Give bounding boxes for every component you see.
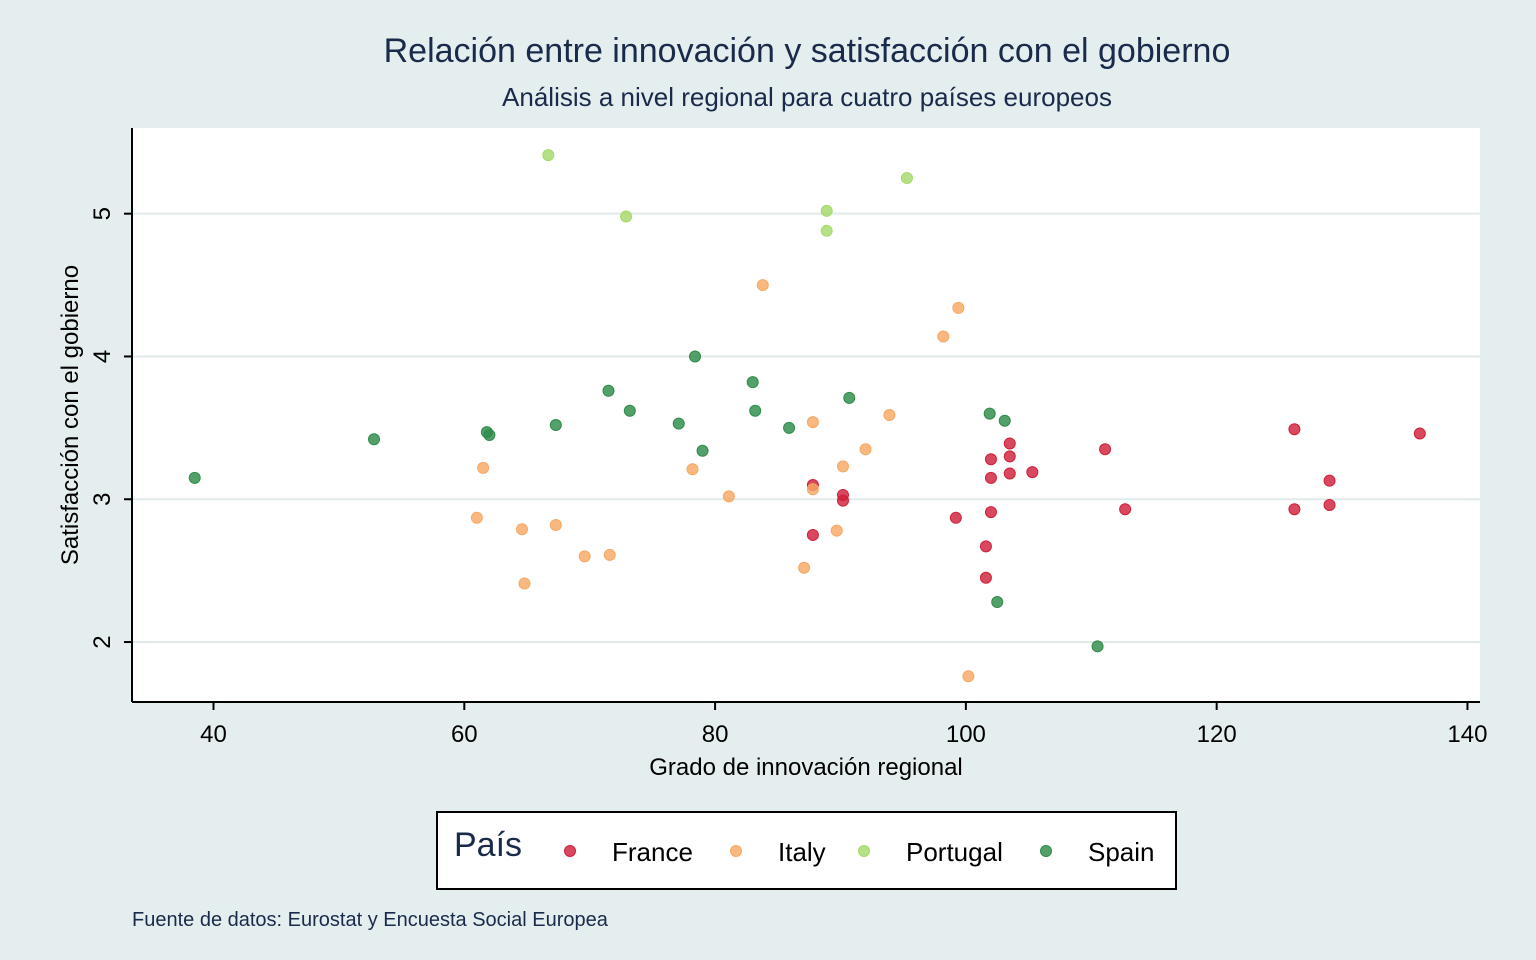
legend-title: País xyxy=(454,826,522,864)
series-france xyxy=(806,423,1426,584)
series-spain xyxy=(188,350,1104,653)
point-spain-5 xyxy=(602,384,615,397)
x-axis-label: Grado de innovación regional xyxy=(649,754,963,781)
y-axis-ticks: 2 3 4 5 xyxy=(89,207,132,649)
point-france-12 xyxy=(1003,467,1016,480)
legend-label-portugal: Portugal xyxy=(906,837,1003,867)
x-tick-label-0: 40 xyxy=(200,721,227,748)
point-italy-5 xyxy=(578,550,591,563)
point-italy-8 xyxy=(722,490,735,503)
point-italy-4 xyxy=(549,518,562,531)
y-axis-label: Satisfacción con el gobierno xyxy=(57,265,84,565)
point-italy-17 xyxy=(937,330,950,343)
y-tick-label-3: 5 xyxy=(89,207,116,220)
point-spain-16 xyxy=(998,414,1011,427)
point-spain-12 xyxy=(783,421,796,434)
x-tick-label-1: 60 xyxy=(451,721,478,748)
point-france-17 xyxy=(1288,503,1301,516)
point-spain-13 xyxy=(843,391,856,404)
point-italy-19 xyxy=(962,670,975,683)
point-france-6 xyxy=(979,571,992,584)
point-portugal-1 xyxy=(620,210,633,223)
series-portugal xyxy=(542,149,913,237)
legend-label-italy: Italy xyxy=(778,837,826,867)
point-france-20 xyxy=(1413,427,1426,440)
gridlines xyxy=(132,212,1480,644)
legend-box xyxy=(436,811,1177,890)
data-points xyxy=(188,149,1426,683)
point-italy-12 xyxy=(806,483,819,496)
point-france-8 xyxy=(984,471,997,484)
point-italy-3 xyxy=(518,577,531,590)
point-france-1 xyxy=(806,528,819,541)
point-france-16 xyxy=(1288,423,1301,436)
point-portugal-2 xyxy=(820,204,833,217)
point-italy-14 xyxy=(836,460,849,473)
point-spain-8 xyxy=(689,350,702,363)
point-italy-11 xyxy=(806,416,819,429)
point-spain-9 xyxy=(696,444,709,457)
point-italy-2 xyxy=(515,523,528,536)
point-italy-0 xyxy=(470,511,483,524)
legend-marker-italy xyxy=(730,845,742,857)
point-spain-14 xyxy=(983,407,996,420)
x-tick-label-2: 80 xyxy=(702,721,729,748)
point-france-19 xyxy=(1323,498,1336,511)
point-spain-11 xyxy=(749,404,762,417)
point-france-11 xyxy=(1003,450,1016,463)
legend-marker-portugal xyxy=(858,845,870,857)
x-tick-label-5: 140 xyxy=(1447,721,1487,748)
legend-label-france: France xyxy=(612,837,693,867)
legend-label-spain: Spain xyxy=(1088,837,1155,867)
x-axis-ticks: 40 60 80 100 120 140 xyxy=(200,702,1487,748)
point-france-18 xyxy=(1323,474,1336,487)
chart-subtitle: Análisis a nivel regional para cuatro pa… xyxy=(502,82,1112,112)
point-portugal-4 xyxy=(900,171,913,184)
plot-area xyxy=(132,128,1480,702)
point-italy-6 xyxy=(603,548,616,561)
point-spain-7 xyxy=(672,417,685,430)
point-france-14 xyxy=(1099,443,1112,456)
x-tick-label-3: 100 xyxy=(946,721,986,748)
point-france-4 xyxy=(949,511,962,524)
point-france-7 xyxy=(984,453,997,466)
point-spain-0 xyxy=(188,471,201,484)
point-france-5 xyxy=(979,540,992,553)
point-spain-3 xyxy=(483,428,496,441)
point-italy-15 xyxy=(859,443,872,456)
point-spain-1 xyxy=(368,433,381,446)
point-italy-9 xyxy=(756,279,769,292)
point-france-13 xyxy=(1026,466,1039,479)
point-portugal-0 xyxy=(542,149,555,162)
point-spain-17 xyxy=(1091,640,1104,653)
legend-marker-spain xyxy=(1040,845,1052,857)
point-france-3 xyxy=(836,494,849,507)
legend-items: France Italy Portugal Spain xyxy=(564,837,1155,867)
point-italy-1 xyxy=(477,461,490,474)
chart-title: Relación entre innovación y satisfacción… xyxy=(384,32,1231,70)
point-portugal-3 xyxy=(820,224,833,237)
point-italy-13 xyxy=(830,524,843,537)
point-france-15 xyxy=(1119,503,1132,516)
point-france-9 xyxy=(984,506,997,519)
point-italy-7 xyxy=(686,463,699,476)
y-tick-label-1: 3 xyxy=(89,493,116,506)
point-italy-10 xyxy=(798,561,811,574)
x-tick-label-4: 120 xyxy=(1197,721,1237,748)
point-france-10 xyxy=(1003,437,1016,450)
point-italy-16 xyxy=(883,409,896,421)
point-spain-15 xyxy=(991,596,1004,609)
legend: País France Italy Portugal Spain xyxy=(436,811,1177,890)
y-tick-label-0: 2 xyxy=(89,635,116,648)
point-spain-4 xyxy=(549,418,562,431)
legend-marker-france xyxy=(564,845,576,857)
y-tick-label-2: 4 xyxy=(89,350,116,363)
point-spain-6 xyxy=(623,404,636,417)
source-note: Fuente de datos: Eurostat y Encuesta Soc… xyxy=(132,909,609,931)
point-spain-10 xyxy=(746,376,759,389)
point-italy-18 xyxy=(952,301,965,314)
series-italy xyxy=(470,279,975,683)
